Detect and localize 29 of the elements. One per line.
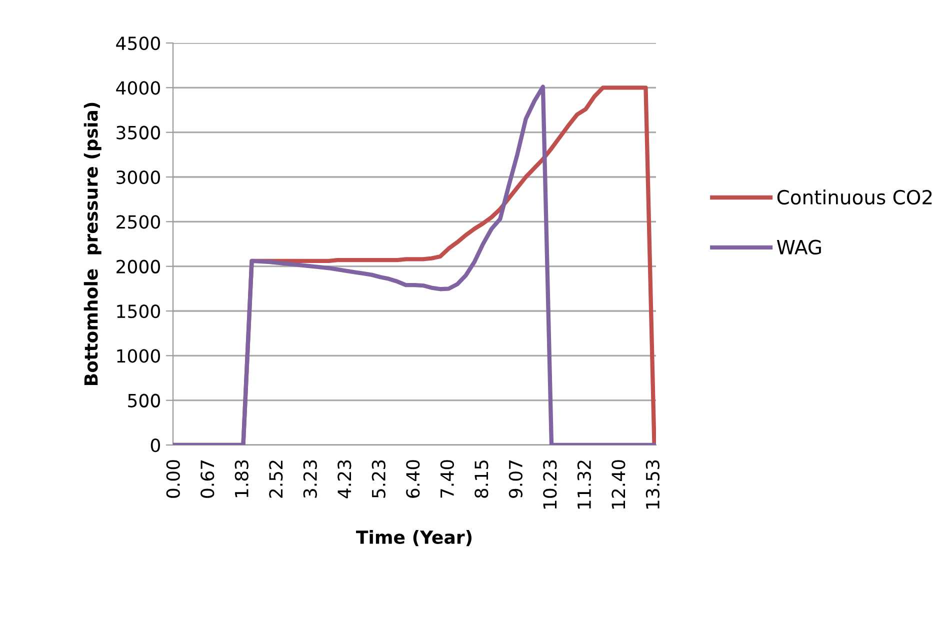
x-tick-label: 3.23	[303, 460, 317, 498]
y-tick-label: 2000	[116, 260, 160, 274]
x-tick-label: 4.23	[338, 460, 352, 498]
y-tick-label: 3000	[116, 170, 160, 184]
legend-label: Continuous CO2	[777, 190, 932, 205]
x-tick-label: 13.53	[646, 460, 660, 509]
y-tick-label: 3500	[116, 126, 160, 140]
y-tick-label: 1500	[117, 304, 160, 318]
x-axis-title: Time (Year)	[356, 530, 472, 546]
x-tick-label: 0.67	[200, 460, 214, 498]
legend-label: WAG	[776, 240, 821, 255]
y-tick-label: 500	[128, 394, 160, 408]
x-tick-label: 2.52	[269, 460, 283, 498]
y-tick-label: 2500	[116, 215, 160, 229]
x-tick-label: 0.00	[166, 460, 180, 498]
x-tick-label: 12.40	[612, 460, 626, 509]
x-tick-label: 6.40	[406, 460, 420, 498]
y-axis-title: Bottomhole pressure (psia)	[84, 102, 102, 385]
x-tick-label: 8.15	[474, 460, 488, 498]
y-tick-label: 0	[150, 438, 160, 452]
x-tick-label: 5.23	[372, 460, 386, 498]
y-tick-label: 4500	[116, 36, 160, 50]
x-tick-label: 10.23	[543, 460, 557, 509]
y-tick-label: 1000	[117, 349, 160, 363]
y-tick-label: 4000	[116, 81, 160, 95]
x-tick-label: 7.40	[440, 460, 454, 498]
x-tick-label: 9.07	[508, 460, 523, 498]
x-tick-label: 11.32	[577, 460, 592, 509]
x-tick-label: 1.83	[234, 460, 248, 498]
